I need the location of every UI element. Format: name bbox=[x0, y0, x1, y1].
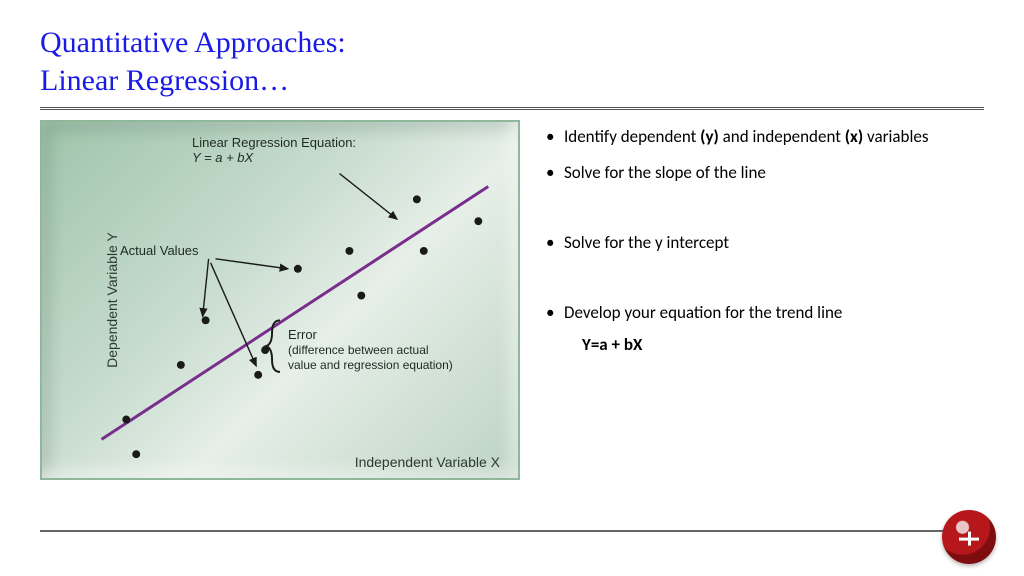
content-row: Dependent Variable Y Independent Variabl… bbox=[40, 120, 984, 480]
equation-text: Y = a + bX bbox=[192, 150, 253, 165]
bullet-list: Identify dependent (y) and independent (… bbox=[544, 120, 984, 480]
equation-annotation: Linear Regression Equation: Y = a + bX bbox=[192, 136, 356, 166]
title-line-2: Linear Regression… bbox=[40, 62, 984, 100]
bullet-item: Identify dependent (y) and independent (… bbox=[544, 126, 984, 148]
trendline bbox=[102, 186, 489, 439]
slide-title: Quantitative Approaches: Linear Regressi… bbox=[40, 24, 984, 99]
bullet-item: Solve for the y intercept bbox=[544, 232, 984, 254]
bullet-item: Develop your equation for the trend line… bbox=[544, 302, 984, 356]
error-annotation: Error (difference between actual value a… bbox=[288, 328, 458, 373]
university-seal-icon bbox=[942, 510, 996, 564]
x-axis-label: Independent Variable X bbox=[355, 454, 500, 470]
bullet-item: Solve for the slope of the line bbox=[544, 162, 984, 184]
actual-values-label: Actual Values bbox=[120, 244, 199, 259]
error-brace bbox=[266, 320, 280, 372]
regression-chart: Dependent Variable Y Independent Variabl… bbox=[40, 120, 520, 480]
bullet-text: Identify dependent (y) and independent (… bbox=[564, 126, 929, 147]
bullet-equation: Y=a + bX bbox=[564, 334, 984, 356]
title-line-1: Quantitative Approaches: bbox=[40, 24, 984, 62]
footer-divider bbox=[40, 530, 984, 532]
bullet-text: Develop your equation for the trend line bbox=[564, 302, 842, 323]
y-axis-label: Dependent Variable Y bbox=[104, 232, 120, 368]
title-divider bbox=[40, 107, 984, 110]
equation-label: Linear Regression Equation: bbox=[192, 135, 356, 150]
error-label: Error bbox=[288, 327, 317, 342]
error-sub: (difference between actual value and reg… bbox=[288, 343, 453, 372]
bullet-text: Solve for the y intercept bbox=[564, 232, 729, 253]
bullet-text: Solve for the slope of the line bbox=[564, 162, 766, 183]
slide: Quantitative Approaches: Linear Regressi… bbox=[0, 0, 1024, 576]
